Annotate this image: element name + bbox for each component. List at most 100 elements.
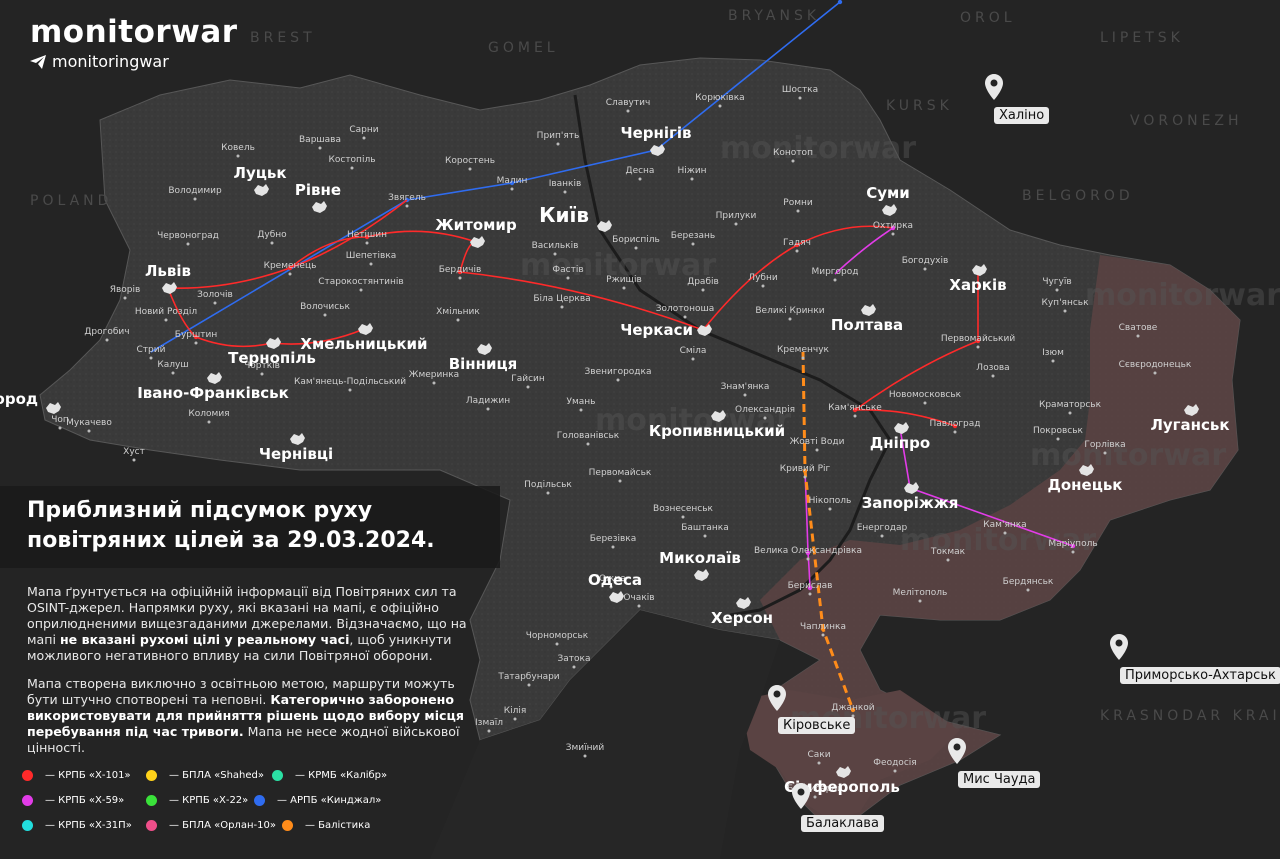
minor-city-label: Володимир — [168, 186, 222, 196]
minor-city-label: Краматорськ — [1039, 400, 1102, 410]
minor-city-dot — [638, 177, 642, 181]
minor-city-label: Кілія — [504, 706, 527, 716]
minor-city-dot — [833, 278, 837, 282]
minor-city-label: Золотоноша — [656, 304, 714, 314]
minor-city-label: Кременець — [264, 261, 317, 271]
minor-city-dot — [566, 276, 570, 280]
foreign-labels: BRYANSK OROL BREST GOMEL LIPETSK KURSK V… — [30, 8, 1277, 724]
minor-city-label: Кременчук — [777, 345, 829, 355]
minor-city-dot — [853, 414, 857, 418]
map-pin-icon[interactable] — [792, 783, 810, 809]
minor-city-label: Новомосковськ — [889, 390, 962, 400]
minor-city-dot — [149, 356, 153, 360]
major-cities: Київ Луцьк Рівне Житомир Чернігів Суми Львів Те… — [0, 124, 1230, 796]
minor-city-dot — [579, 408, 583, 412]
city-shape — [290, 433, 305, 445]
brand-sub-text: monitoringwar — [52, 52, 169, 71]
foreign-label: LIPETSK — [1100, 30, 1184, 46]
minor-city-dot — [556, 142, 560, 146]
minor-city-dot — [350, 166, 354, 170]
route-point — [802, 468, 808, 474]
minor-city-label: Сєвєродонецьк — [1119, 360, 1192, 370]
minor-city-dot — [923, 401, 927, 405]
minor-city-dot — [637, 604, 641, 608]
city-shape — [650, 144, 665, 156]
paper-plane-icon — [30, 54, 46, 69]
minor-city-label: Червоноград — [157, 231, 219, 241]
minor-city-dot — [1026, 588, 1030, 592]
p1-text: Мапа ґрунтується на офіційній інформації… — [27, 584, 467, 647]
minor-city-dot — [213, 301, 217, 305]
brand-logo: monitorwar monitoringwar — [30, 14, 238, 71]
major-city-label: Чернівці — [259, 445, 333, 463]
legend-item: — КРПБ «Х-59» — [22, 795, 124, 806]
minor-city-label: Баштанка — [681, 523, 729, 533]
legend-item: — БПЛА «Shahed» — [146, 770, 264, 781]
minor-city-dot — [486, 407, 490, 411]
minor-city-label: Жмеринка — [409, 370, 459, 380]
minor-city-label: Феодосія — [873, 758, 916, 768]
minor-city-label: Костопіль — [328, 155, 375, 165]
foreign-label: KURSK — [886, 98, 953, 114]
minor-city-label: Славутич — [606, 98, 651, 108]
city-shape — [694, 569, 709, 581]
minor-city-dot — [123, 296, 127, 300]
route-point — [807, 585, 813, 591]
minor-city-dot — [1063, 309, 1067, 313]
foreign-label: POLAND — [30, 193, 112, 209]
minor-city-dot — [691, 357, 695, 361]
major-city-label: Київ — [539, 203, 589, 227]
minor-city-dot — [171, 371, 175, 375]
minor-city-dot — [318, 146, 322, 150]
minor-city-dot — [563, 190, 567, 194]
route-point — [837, 0, 843, 5]
sea — [430, 610, 780, 859]
minor-city-dot — [891, 232, 895, 236]
legend-swatch — [146, 795, 157, 806]
major-city-label: Харків — [949, 276, 1006, 294]
legend-label: — Балістика — [305, 820, 371, 831]
info-title-line-1: Приблизний підсумок руху — [27, 498, 373, 523]
map-pin-icon[interactable] — [948, 738, 966, 764]
minor-city-dot — [432, 381, 436, 385]
minor-city-label: Іванків — [549, 179, 582, 189]
minor-city-dot — [207, 420, 211, 424]
city-shape — [711, 410, 726, 422]
city-shape — [609, 591, 624, 603]
major-city-label: Одеса — [588, 571, 642, 589]
minor-city-dot — [405, 204, 409, 208]
foreign-label: GOMEL — [488, 40, 559, 56]
map-pin-icon[interactable] — [768, 685, 786, 711]
minor-city-label: Подільськ — [524, 480, 572, 490]
minor-city-dot — [58, 426, 62, 430]
legend-label: — КРПБ «Х-22» — [169, 795, 249, 806]
route-point — [287, 265, 293, 271]
major-city-label: Тернопіль — [228, 349, 316, 367]
map-pin-icon[interactable] — [1110, 634, 1128, 660]
minor-city-label: Старокостянтинів — [318, 277, 403, 287]
legend-label: — БПЛА «Орлан-10» — [169, 820, 276, 831]
route-point — [509, 180, 515, 186]
minor-city-label: Кривий Ріг — [780, 464, 831, 474]
minor-city-label: Мукачево — [66, 418, 112, 428]
minor-city-label: Первомайськ — [589, 468, 652, 478]
info-paragraph-2: Мапа створена виключно з освітньою метою… — [27, 676, 480, 756]
minor-city-label: Чаплинка — [800, 622, 846, 632]
city-shape — [312, 201, 327, 213]
minor-city-label: Енергодар — [857, 523, 908, 533]
info-paragraph-1: Мапа ґрунтується на офіційній інформації… — [27, 584, 480, 664]
minor-city-label: Великі Кринки — [755, 306, 824, 316]
route-point — [364, 234, 370, 240]
route-point — [952, 423, 958, 429]
minor-city-label: Очаків — [623, 593, 654, 603]
foreign-label: OROL — [960, 10, 1016, 26]
map-pin-icon[interactable] — [985, 74, 1003, 100]
minor-city-dot — [763, 416, 767, 420]
minor-city-label: Волочиськ — [300, 302, 350, 312]
minor-city-label: Звягель — [388, 193, 426, 203]
minor-city-label: Золочів — [197, 290, 233, 300]
city-shape — [46, 402, 61, 414]
major-city-label: Львів — [145, 262, 191, 280]
minor-city-label: Березівка — [590, 534, 637, 544]
